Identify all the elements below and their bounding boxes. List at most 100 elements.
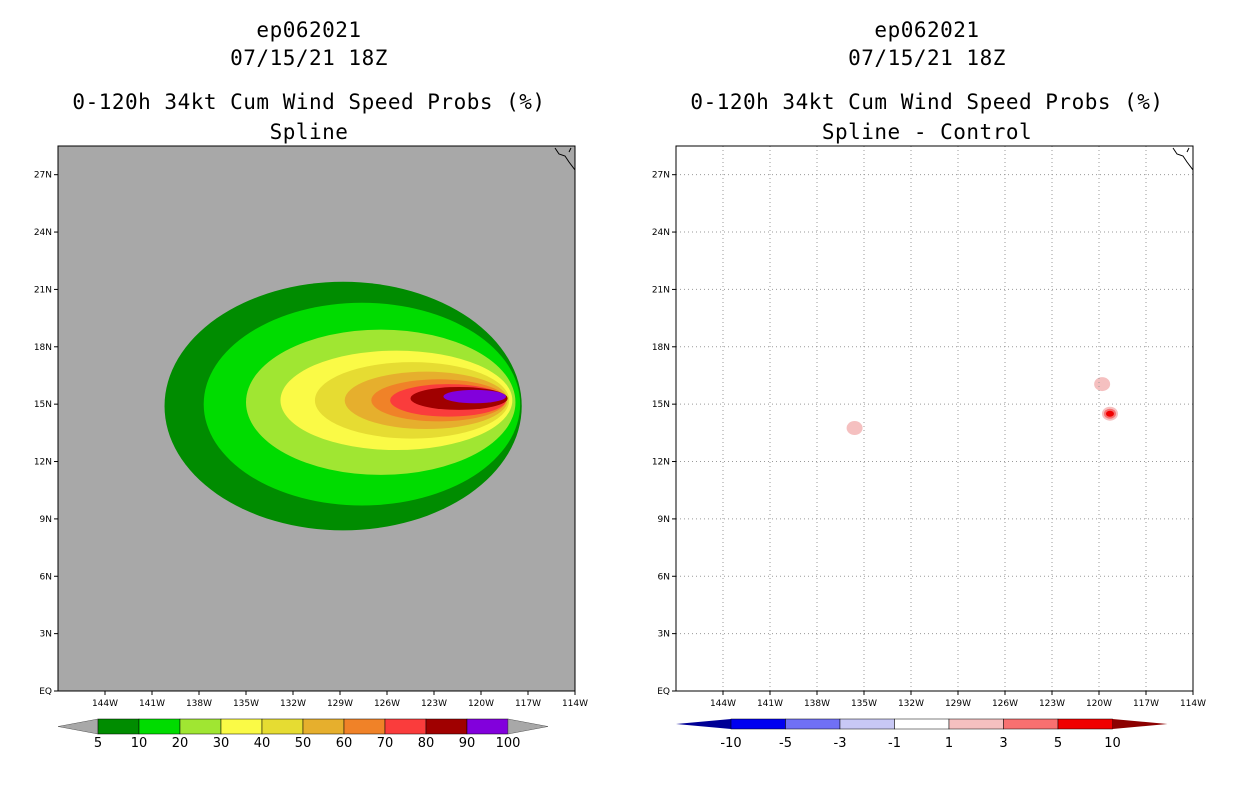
colorbar-end-low bbox=[57, 718, 99, 735]
y-tick-label: 21N bbox=[34, 285, 52, 295]
colorbar-label: -10 bbox=[720, 736, 741, 751]
colorbar-swatch bbox=[894, 718, 950, 730]
colorbar-end-high bbox=[507, 718, 549, 735]
colorbar-label: 10 bbox=[1104, 736, 1121, 751]
y-tick-label: 27N bbox=[652, 171, 670, 181]
y-tick-label: 21N bbox=[652, 285, 670, 295]
x-tick-label: 138W bbox=[186, 699, 212, 709]
colorbar-label: -3 bbox=[834, 736, 847, 751]
colorbar-swatch bbox=[1003, 718, 1059, 730]
colorbar-swatch bbox=[220, 718, 263, 735]
plot-frame bbox=[675, 145, 1194, 692]
plot-frame bbox=[57, 145, 576, 692]
y-tick-label: EQ bbox=[39, 687, 52, 697]
x-tick-label: 129W bbox=[945, 699, 971, 709]
coastline bbox=[554, 147, 575, 171]
y-tick-label: 27N bbox=[34, 171, 52, 181]
y-tick-label: 15N bbox=[652, 400, 670, 410]
colorbar-swatch bbox=[179, 718, 222, 735]
colorbar-swatch bbox=[948, 718, 1004, 730]
datetime: 07/15/21 18Z bbox=[230, 46, 388, 70]
difference-map: 144W 141W 138W 135W 132W 129W 126W 123W 120W 117W… bbox=[652, 145, 1206, 751]
x-tick-label: 141W bbox=[757, 699, 783, 709]
coastline bbox=[1172, 147, 1193, 171]
storm-id: ep062021 bbox=[256, 18, 362, 42]
x-tick-label: 138W bbox=[804, 699, 830, 709]
x-tick-label: 135W bbox=[851, 699, 877, 709]
y-tick-label: 18N bbox=[34, 343, 52, 353]
plot-contents bbox=[676, 146, 1193, 691]
contour-90-percent bbox=[443, 389, 507, 404]
x-tick-label: 123W bbox=[1039, 699, 1065, 709]
colorbar-label: 1 bbox=[945, 736, 953, 751]
y-tick-label: 6N bbox=[658, 572, 670, 582]
chart-title: 0-120h 34kt Cum Wind Speed Probs (%) bbox=[690, 90, 1164, 114]
colorbar-label: -5 bbox=[779, 736, 792, 751]
y-tick-label: 9N bbox=[658, 515, 670, 525]
x-tick-label: 135W bbox=[233, 699, 259, 709]
colorbar-label: 40 bbox=[254, 736, 271, 751]
colorbar-label: 50 bbox=[295, 736, 312, 751]
colorbar-label: 20 bbox=[172, 736, 189, 751]
x-tick-label: 144W bbox=[710, 699, 736, 709]
colorbar-swatch bbox=[302, 718, 345, 735]
x-tick-label: 126W bbox=[374, 699, 400, 709]
colorbar-end-high bbox=[1112, 719, 1168, 729]
y-tick-label: 9N bbox=[40, 515, 52, 525]
colorbar-label: 90 bbox=[459, 736, 476, 751]
colorbar-swatch bbox=[138, 718, 181, 735]
x-tick-label: 120W bbox=[468, 699, 494, 709]
colorbar-label: 3 bbox=[999, 736, 1007, 751]
x-tick-label: 144W bbox=[92, 699, 118, 709]
x-tick-label: 129W bbox=[327, 699, 353, 709]
difference-spot-1 bbox=[846, 421, 863, 436]
difference-spot-2 bbox=[1094, 377, 1111, 392]
datetime: 07/15/21 18Z bbox=[848, 46, 1006, 70]
colorbar-swatch bbox=[425, 718, 468, 735]
plot-contents bbox=[164, 147, 575, 531]
colorbar-swatch bbox=[466, 718, 509, 735]
colorbar-swatch bbox=[261, 718, 304, 735]
colorbar-swatch bbox=[1057, 718, 1113, 730]
y-tick-label: 24N bbox=[34, 228, 52, 238]
colorbar-end-low bbox=[676, 719, 731, 729]
chart-title: 0-120h 34kt Cum Wind Speed Probs (%) bbox=[72, 90, 546, 114]
colorbar-swatch bbox=[97, 718, 140, 735]
x-tick-label: 114W bbox=[562, 699, 588, 709]
colorbar-swatch bbox=[384, 718, 427, 735]
x-tick-label: 117W bbox=[1133, 699, 1159, 709]
y-tick-label: 12N bbox=[652, 458, 670, 468]
spline-map: 144W 141W 138W 135W 132W 129W 126W 123W 120W 117W… bbox=[34, 145, 588, 751]
colorbar-swatch bbox=[730, 718, 786, 730]
x-tick-label: 132W bbox=[280, 699, 306, 709]
y-tick-label: 18N bbox=[652, 343, 670, 353]
y-tick-label: 3N bbox=[658, 630, 670, 640]
colorbar-swatch bbox=[839, 718, 895, 730]
colorbar-label: 10 bbox=[131, 736, 148, 751]
panel-spline-control: ep062021 07/15/21 18Z 0-120h 34kt Cum Wi… bbox=[618, 0, 1236, 800]
x-tick-label: 123W bbox=[421, 699, 447, 709]
x-tick-label: 114W bbox=[1180, 699, 1206, 709]
storm-id: ep062021 bbox=[874, 18, 980, 42]
y-tick-label: 12N bbox=[34, 458, 52, 468]
colorbar-label: 80 bbox=[418, 736, 435, 751]
colorbar-swatch bbox=[785, 718, 841, 730]
colorbar-label: -1 bbox=[888, 736, 901, 751]
x-tick-label: 132W bbox=[898, 699, 924, 709]
y-tick-label: 15N bbox=[34, 400, 52, 410]
x-tick-label: 120W bbox=[1086, 699, 1112, 709]
colorbar-label: 5 bbox=[94, 736, 102, 751]
colorbar-label: 5 bbox=[1054, 736, 1062, 751]
x-tick-label: 141W bbox=[139, 699, 165, 709]
colorbar-label: 100 bbox=[496, 736, 521, 751]
y-tick-label: 24N bbox=[652, 228, 670, 238]
chart-subtitle: Spline bbox=[269, 120, 349, 144]
x-tick-label: 126W bbox=[992, 699, 1018, 709]
y-tick-label: EQ bbox=[657, 687, 670, 697]
y-tick-label: 3N bbox=[40, 630, 52, 640]
chart-subtitle: Spline - Control bbox=[821, 120, 1033, 144]
colorbar-label: 60 bbox=[336, 736, 353, 751]
panel-spline: ep062021 07/15/21 18Z 0-120h 34kt Cum Wi… bbox=[34, 18, 588, 751]
colorbar-label: 70 bbox=[377, 736, 394, 751]
colorbar-label: 30 bbox=[213, 736, 230, 751]
